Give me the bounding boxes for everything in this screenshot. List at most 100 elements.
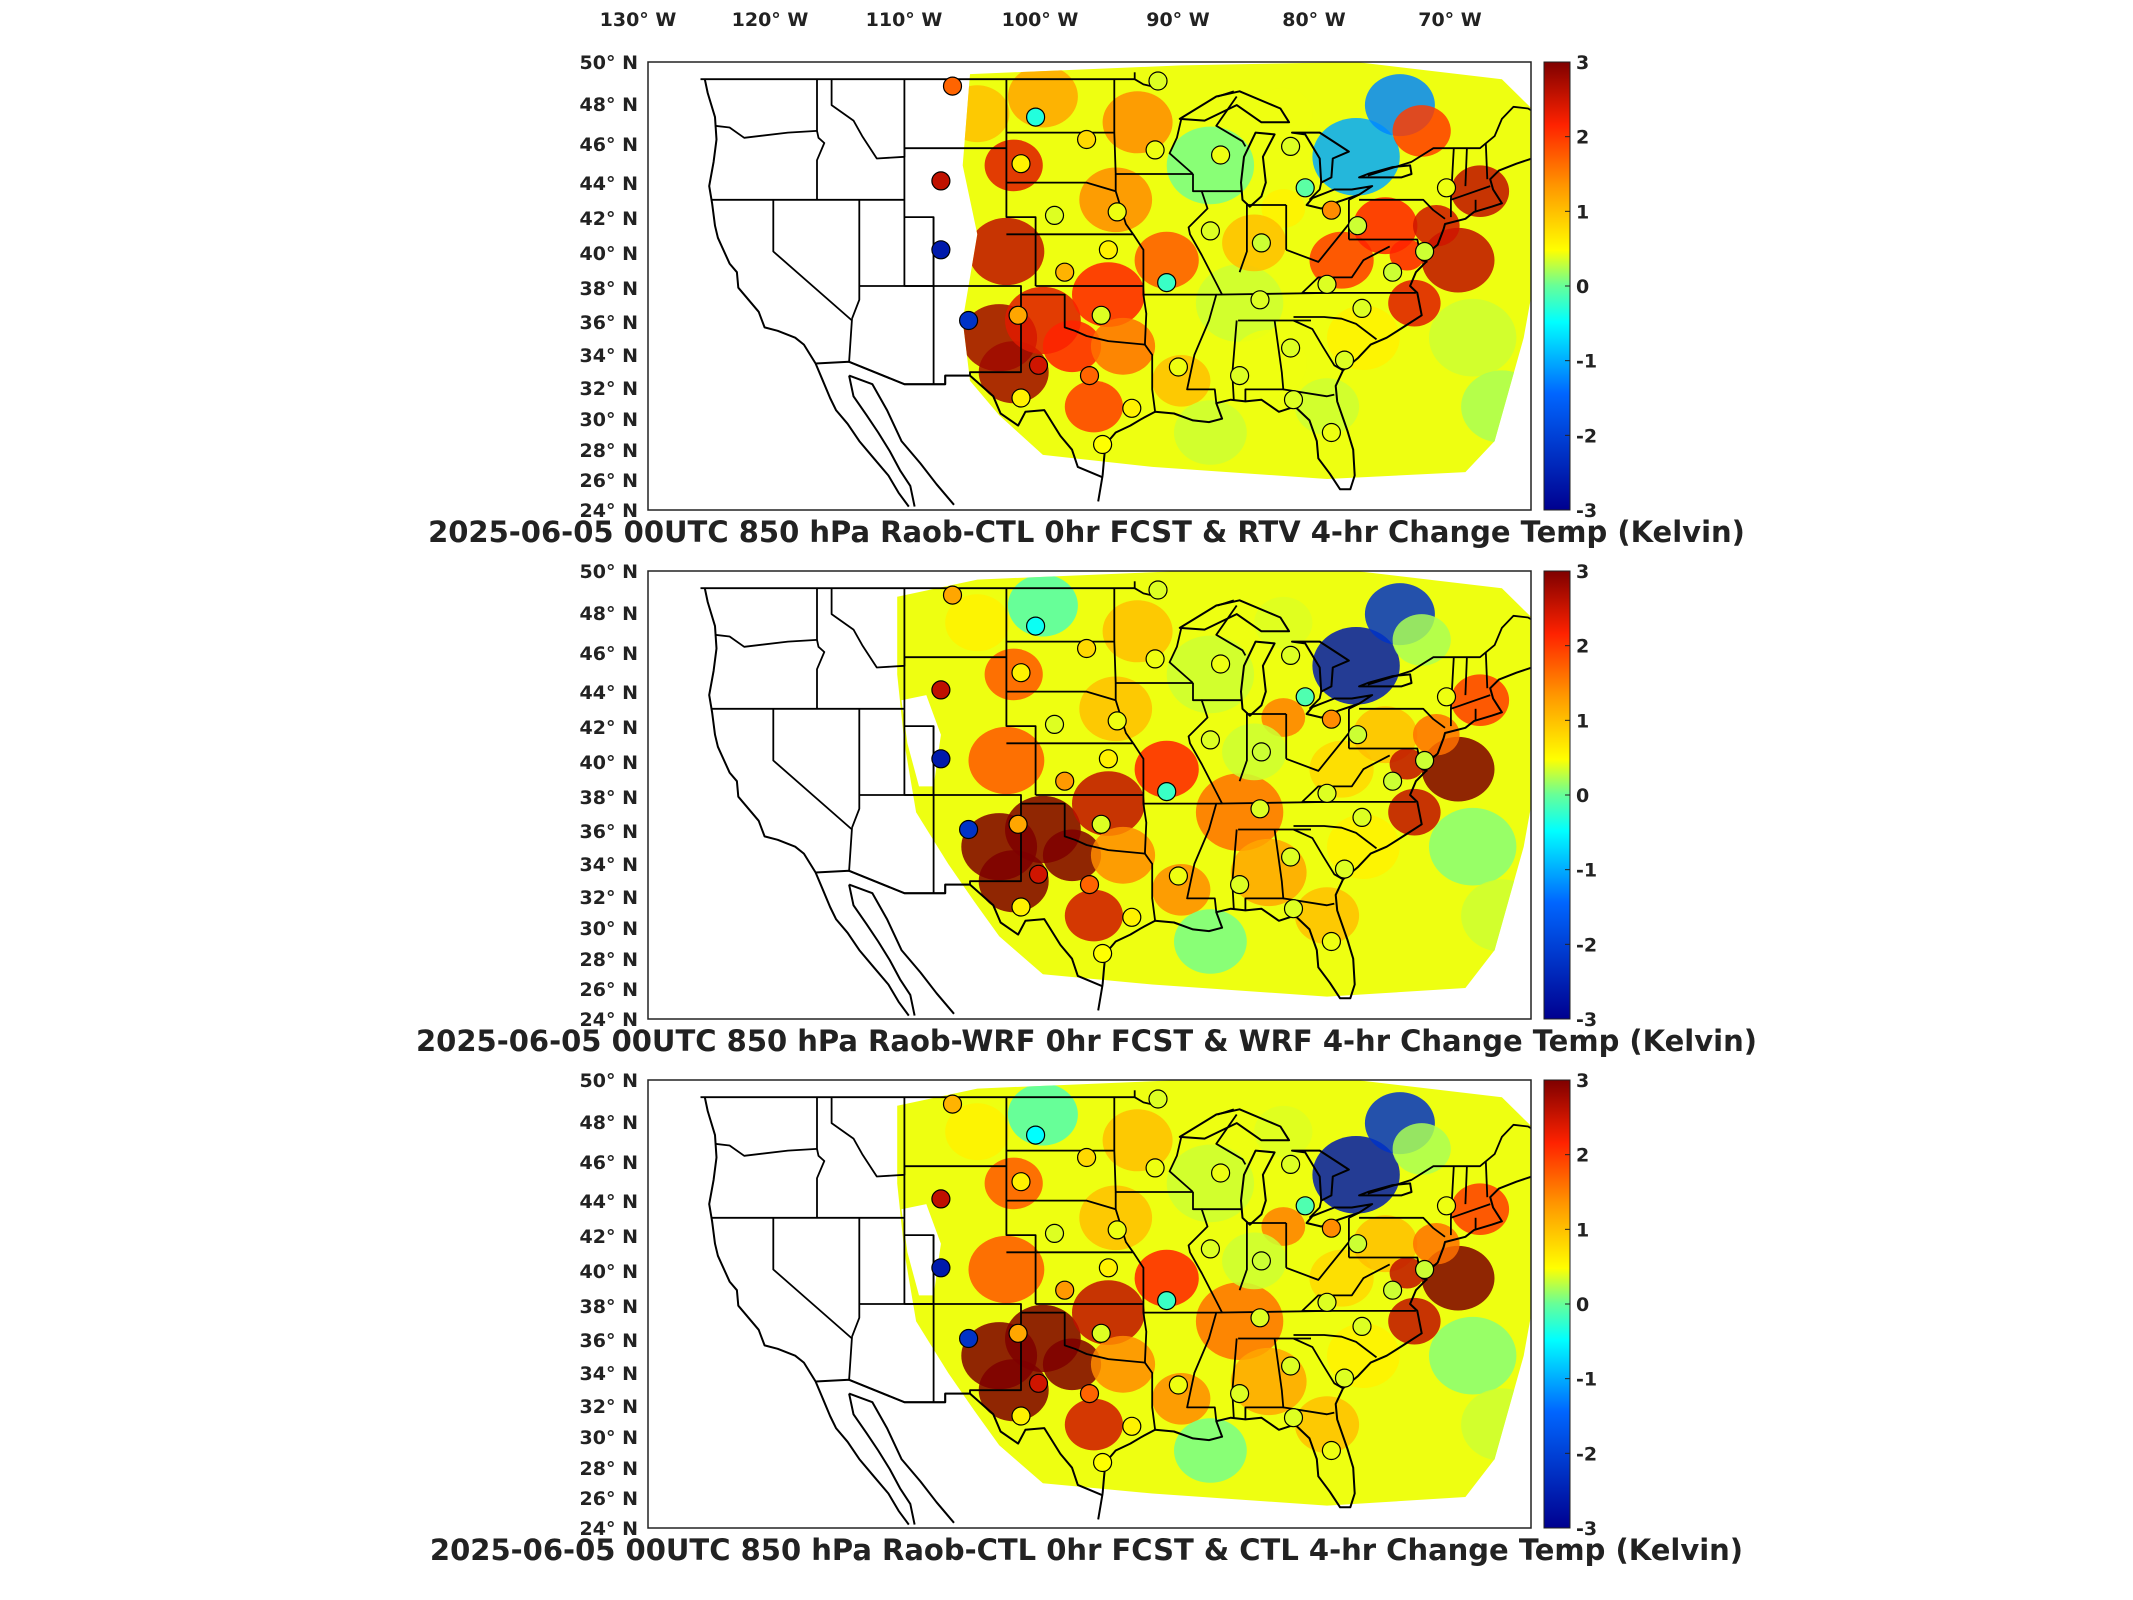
lat-label: 50° N [580, 1070, 638, 1092]
station-marker [1321, 200, 1342, 220]
field-blob [1042, 320, 1102, 373]
state-border [1484, 1160, 1489, 1198]
field-blob [1174, 1418, 1247, 1483]
field-blob [1174, 400, 1247, 465]
field-blob [968, 217, 1045, 286]
state-border [1217, 90, 1235, 98]
field-blob [1429, 807, 1517, 886]
station-marker [1122, 907, 1142, 927]
field-blob [1261, 189, 1306, 228]
lat-label: 36° N [580, 1330, 638, 1352]
state-border [1450, 185, 1491, 201]
station-marker [1091, 305, 1111, 325]
station-marker [1280, 338, 1301, 358]
state-border [1285, 1241, 1350, 1281]
station-marker [1025, 1125, 1046, 1145]
field-blob [968, 726, 1045, 795]
lat-label: 46° N [580, 1152, 638, 1174]
field-blob [1413, 205, 1460, 247]
field-blob [1042, 829, 1102, 882]
colorbar-label: 1 [1576, 201, 1589, 223]
lat-label: 36° N [580, 312, 638, 334]
map-panel-wrf: 50° N 48° N 46° N 44° N 42° N 40° N 38° N 36° N… [416, 561, 1757, 1058]
longitude-axis-labels: 130° W 120° W 110° W 100° W 90° W 80° W 70° W [600, 9, 1482, 31]
station-marker [1250, 799, 1270, 819]
station-marker [1148, 71, 1168, 91]
station-marker [1321, 931, 1342, 952]
state-border [816, 1097, 826, 1218]
state-border [1293, 825, 1378, 850]
coastline [848, 1392, 955, 1524]
field-blob [1064, 380, 1123, 433]
lat-label: 30° N [580, 409, 638, 431]
field-blob [1166, 126, 1255, 205]
station-marker [1251, 1251, 1272, 1271]
field-blob [1413, 1223, 1460, 1265]
station-marker [1122, 1416, 1142, 1436]
coastline [1097, 1493, 1104, 1520]
field-blob [968, 1235, 1045, 1304]
station-marker [1382, 1280, 1403, 1300]
station-marker [931, 171, 951, 191]
lat-label: 46° N [580, 134, 638, 156]
station-marker [942, 1094, 963, 1114]
lon-label: 70° W [1418, 9, 1482, 31]
field-blob [1413, 714, 1460, 756]
map-frame [647, 570, 1532, 1020]
field-blob [1102, 91, 1173, 154]
station-marker [1008, 1323, 1028, 1343]
coastlines-borders [700, 581, 1531, 1017]
field-blob [1064, 889, 1123, 942]
station-marker [1011, 897, 1031, 917]
colorbar-label: 0 [1576, 785, 1589, 807]
colorbar-label: 1 [1576, 710, 1589, 732]
station-marker [1321, 1218, 1342, 1238]
station-marker [1098, 749, 1119, 769]
panel-title: 2025-06-05 00UTC 850 hPa Raob-CTL 0hr FC… [428, 515, 1745, 549]
field-blob [1090, 1335, 1156, 1393]
colorbar-label: -1 [1576, 1369, 1597, 1391]
raob-stations [931, 1089, 1457, 1473]
station-marker [1200, 221, 1221, 241]
station-marker [1122, 398, 1142, 418]
colorbar-label: -2 [1576, 425, 1597, 447]
state-border [1359, 1216, 1446, 1238]
station-marker [1076, 129, 1097, 150]
lat-label: 42° N [580, 717, 638, 739]
lat-label: 40° N [580, 1261, 638, 1283]
state-border [1484, 142, 1489, 180]
lat-label: 32° N [580, 378, 638, 400]
state-border [1113, 79, 1193, 175]
field-blob [1261, 698, 1306, 737]
station-marker [1098, 1258, 1119, 1278]
station-marker [1295, 687, 1315, 707]
station-marker [1055, 771, 1075, 791]
state-border [772, 708, 853, 831]
field-blob [962, 85, 1010, 143]
state-border [1285, 223, 1350, 263]
state-border [851, 1217, 861, 1338]
station-marker [1210, 654, 1231, 674]
station-marker [1251, 742, 1272, 762]
station-marker [1334, 350, 1355, 370]
colorbar-label: -2 [1576, 934, 1597, 956]
panel-title: 2025-06-05 00UTC 850 hPa Raob-CTL 0hr FC… [430, 1533, 1743, 1567]
field-blob [1152, 355, 1211, 407]
state-border [1293, 828, 1344, 881]
field-blob [1079, 676, 1153, 742]
state-border [1168, 118, 1194, 175]
station-marker [1414, 1259, 1435, 1280]
lat-label: 38° N [580, 787, 638, 809]
station-marker [1011, 388, 1031, 408]
state-border [851, 708, 861, 829]
lat-label: 30° N [580, 1427, 638, 1449]
lat-label: 24° N [580, 1009, 638, 1031]
station-marker [1145, 140, 1165, 160]
station-marker [1414, 241, 1435, 262]
state-border [1238, 1221, 1248, 1291]
field-blob [1064, 1398, 1123, 1451]
lat-label: 38° N [580, 1296, 638, 1318]
station-marker [1436, 1196, 1457, 1216]
station-marker [1382, 771, 1403, 791]
lat-label: 28° N [580, 1458, 638, 1480]
